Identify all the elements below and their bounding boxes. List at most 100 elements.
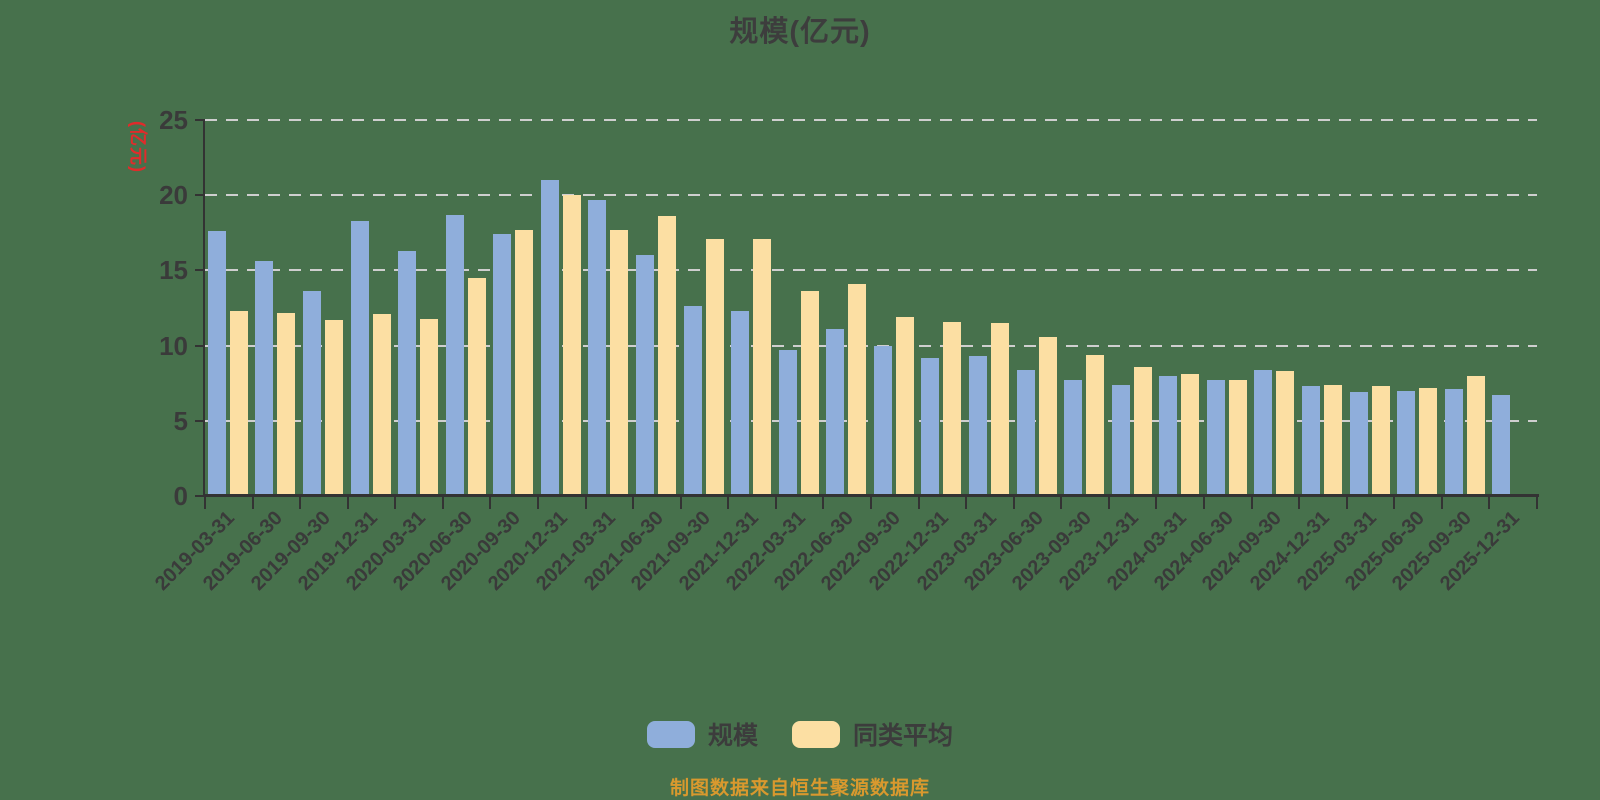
gridline [205, 194, 1537, 197]
bar-peer-average [229, 311, 248, 495]
x-axis-tick [1345, 497, 1348, 509]
gridline [205, 419, 1537, 422]
x-axis-tick [679, 497, 682, 509]
legend-item-scale[interactable]: 规模 [646, 716, 758, 752]
y-axis-line [203, 119, 205, 497]
y-axis-tick [195, 269, 205, 272]
bar-scale [1349, 392, 1368, 495]
x-axis-tick [346, 497, 349, 509]
x-axis-tick [1012, 497, 1015, 509]
x-axis-tick [584, 497, 587, 509]
x-axis-tick [1250, 497, 1253, 509]
legend-item-peer-average[interactable]: 同类平均 [792, 716, 953, 752]
y-axis-tick [195, 419, 205, 422]
x-axis-tick [204, 497, 206, 509]
y-axis-tick-label: 5 [173, 405, 188, 436]
bar-scale [968, 356, 987, 495]
bar-peer-average [1419, 387, 1438, 495]
x-axis-tick [1107, 497, 1110, 509]
y-axis-tick [195, 344, 205, 347]
bar-scale [1254, 369, 1273, 495]
x-axis-tick [1060, 497, 1063, 509]
x-axis-tick [537, 497, 539, 509]
bar-peer-average [1086, 354, 1105, 495]
bar-scale [207, 231, 226, 495]
legend-label-peer-average: 同类平均 [853, 722, 954, 750]
bar-peer-average [277, 312, 296, 495]
x-axis-tick [1155, 497, 1158, 509]
bar-peer-average [705, 238, 724, 495]
bar-peer-average [800, 291, 819, 495]
bar-scale [1444, 389, 1463, 495]
bar-peer-average [1276, 371, 1295, 495]
bar-scale [1111, 384, 1130, 495]
x-axis-tick [1393, 497, 1396, 509]
bar-scale [493, 234, 512, 495]
bar-scale [1064, 380, 1083, 495]
bar-peer-average [943, 321, 962, 495]
chart-title: 规模(亿元) [729, 16, 871, 48]
bar-scale [588, 199, 607, 495]
bar-peer-average [1133, 366, 1152, 495]
y-axis-tick-label: 15 [159, 255, 188, 286]
gridline [205, 119, 1537, 121]
bar-peer-average [1466, 375, 1485, 495]
legend: 规模 同类平均 [0, 714, 1600, 754]
bar-scale [873, 345, 892, 495]
x-axis-tick [1488, 497, 1491, 509]
legend-label-scale: 规模 [707, 722, 758, 750]
bar-scale [1492, 395, 1511, 495]
bar-scale [731, 311, 750, 495]
bar-peer-average [1228, 380, 1247, 495]
bar-peer-average [1371, 386, 1390, 495]
x-axis-tick [1440, 497, 1443, 509]
x-axis-tick [299, 497, 302, 509]
bar-peer-average [848, 283, 867, 495]
x-axis-tick [1203, 497, 1205, 509]
x-axis-tick [870, 497, 872, 509]
bar-scale [302, 291, 321, 495]
y-axis-tick [195, 495, 205, 497]
data-source-note: 制图数据来自恒生聚源数据库 [669, 778, 930, 799]
bar-peer-average [324, 320, 343, 495]
bar-scale [1301, 386, 1320, 495]
legend-swatch-scale [646, 720, 695, 748]
x-axis-line [203, 494, 1539, 497]
y-axis-tick [195, 194, 205, 197]
bar-scale [398, 250, 417, 495]
x-axis-tick [632, 497, 635, 509]
y-axis-tick-label: 10 [159, 330, 188, 361]
y-axis-tick [195, 119, 205, 121]
x-axis-tick [394, 497, 397, 509]
gridline [205, 269, 1537, 272]
x-axis-tick [822, 497, 825, 509]
bar-scale [635, 255, 654, 495]
bar-peer-average [420, 318, 439, 495]
bar-peer-average [372, 314, 391, 495]
y-axis-tick-label: 0 [173, 481, 188, 511]
x-axis-tick [774, 497, 777, 509]
bar-peer-average [467, 277, 486, 495]
bar-peer-average [753, 238, 772, 495]
bar-peer-average [562, 195, 581, 495]
bar-scale [921, 357, 940, 495]
bar-peer-average [515, 229, 534, 495]
bar-peer-average [610, 229, 629, 495]
bar-scale [540, 180, 559, 495]
bar-peer-average [895, 317, 914, 495]
bar-peer-average [1323, 384, 1342, 495]
bar-scale [778, 350, 797, 495]
bar-scale [1397, 390, 1416, 495]
bar-peer-average [657, 216, 676, 495]
bar-peer-average [990, 323, 1009, 495]
x-axis-tick [489, 497, 492, 509]
bar-scale [1016, 369, 1035, 495]
y-axis-tick-label: 25 [159, 105, 188, 135]
x-axis-tick [251, 497, 254, 509]
x-axis-tick [965, 497, 968, 509]
x-axis-tick [441, 497, 444, 509]
bar-scale [350, 220, 369, 495]
bar-scale [1206, 380, 1225, 495]
bar-peer-average [1181, 374, 1200, 495]
